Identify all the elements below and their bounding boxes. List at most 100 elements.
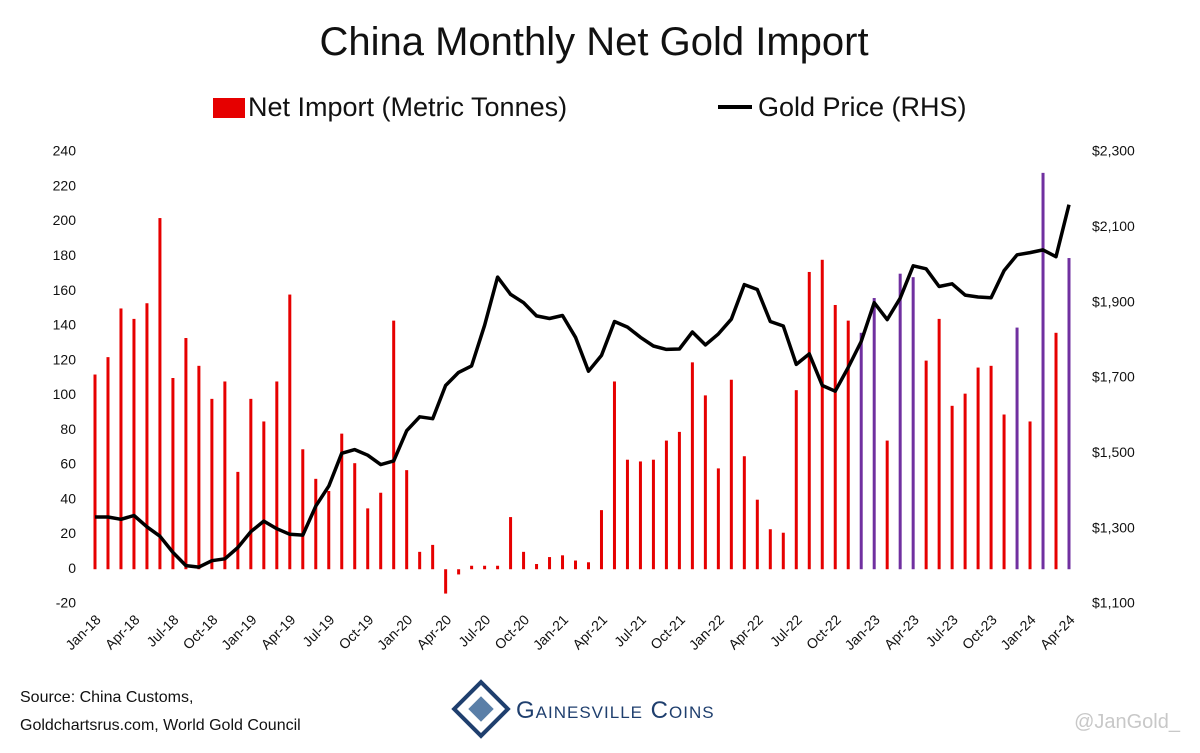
bar: [807, 271, 811, 570]
bar: [1002, 414, 1006, 570]
bar: [145, 303, 149, 570]
bar: [353, 463, 357, 570]
bar: [989, 365, 993, 570]
bar: [794, 390, 798, 570]
bar: [690, 362, 694, 570]
bar: [366, 508, 370, 570]
bar: [340, 433, 344, 570]
watermark: @JanGold_: [1074, 711, 1181, 733]
bar: [781, 532, 785, 570]
bar: [638, 461, 642, 570]
y-tick-label: 180: [53, 247, 77, 263]
bar: [535, 564, 539, 570]
bar: [236, 471, 240, 570]
bar: [561, 555, 565, 570]
bar: [677, 431, 681, 570]
bar: [197, 365, 201, 570]
legend-swatch: [213, 98, 245, 118]
y2-tick-label: $1,100: [1092, 595, 1135, 611]
source-line: Source: China Customs,: [20, 689, 193, 706]
bar: [509, 517, 513, 570]
bar: [716, 468, 720, 570]
bar: [976, 367, 980, 570]
y-tick-label: -20: [56, 595, 76, 611]
bar: [911, 277, 915, 570]
line: [95, 204, 1071, 569]
y2-tick-label: $2,300: [1092, 143, 1135, 159]
bar: [392, 320, 396, 570]
y-tick-label: 140: [53, 317, 77, 333]
bar: [379, 492, 383, 570]
legend-label: Net Import (Metric Tonnes): [248, 92, 567, 122]
bar: [885, 440, 889, 570]
bar: [963, 393, 967, 570]
bar: [210, 398, 214, 570]
y-tick-label: 240: [53, 143, 77, 159]
bar: [132, 318, 136, 570]
bar: [1041, 172, 1045, 570]
y-tick-label: 160: [53, 282, 77, 298]
y-tick-label: 120: [53, 351, 77, 367]
bar: [444, 569, 448, 594]
y2-tick-label: $2,100: [1092, 218, 1135, 234]
logo-text: Gainesville Coins: [516, 697, 715, 724]
y-tick-label: 200: [53, 212, 77, 228]
bar: [768, 529, 772, 570]
bar: [703, 395, 707, 570]
bar: [548, 557, 552, 570]
bar: [937, 318, 941, 570]
y-tick-label: 0: [68, 560, 76, 576]
y2-tick-label: $1,500: [1092, 444, 1135, 460]
bar: [418, 551, 422, 570]
bar: [1028, 421, 1032, 570]
bar: [599, 510, 603, 570]
bar: [664, 440, 668, 570]
bar: [924, 360, 928, 570]
bar: [729, 379, 733, 570]
legend-label: Gold Price (RHS): [758, 92, 967, 122]
y-tick-label: 40: [60, 490, 76, 506]
bar: [457, 569, 461, 575]
logo-icon: [451, 679, 511, 739]
bar: [470, 565, 474, 570]
bar: [820, 259, 824, 570]
legend: Net Import (Metric Tonnes) Gold Price (RH…: [213, 92, 967, 122]
bar: [612, 381, 616, 570]
bar: [586, 562, 590, 570]
bar: [171, 378, 175, 570]
bar: [742, 456, 746, 570]
bar: [651, 459, 655, 570]
source-line: Goldchartsrus.com, World Gold Council: [20, 717, 301, 734]
y-tick-label: 60: [60, 456, 76, 472]
bar: [301, 449, 305, 570]
y2-tick-label: $1,700: [1092, 369, 1135, 385]
bar: [898, 273, 902, 570]
bar: [262, 421, 266, 570]
bar: [846, 320, 850, 570]
bar: [327, 491, 331, 570]
bar: [859, 332, 863, 570]
bar: [184, 338, 188, 570]
y2-tick-label: $1,900: [1092, 293, 1135, 309]
bar: [574, 560, 578, 570]
bar: [314, 478, 318, 570]
bar: [950, 405, 954, 570]
y-tick-label: 80: [60, 421, 76, 437]
bar: [405, 470, 409, 570]
bar: [93, 374, 97, 570]
bar: [483, 565, 487, 570]
bar: [431, 544, 435, 570]
chart-title: China Monthly Net Gold Import: [319, 20, 868, 64]
bar: [288, 294, 292, 570]
bar: [833, 304, 837, 570]
y2-tick-label: $1,300: [1092, 519, 1135, 535]
bar: [223, 381, 227, 570]
bar: [522, 551, 526, 570]
bar: [872, 298, 876, 570]
bar: [1015, 327, 1019, 570]
bar: [1054, 332, 1058, 570]
bar: [755, 499, 759, 570]
bar: [119, 308, 123, 570]
y-tick-label: 100: [53, 386, 77, 402]
